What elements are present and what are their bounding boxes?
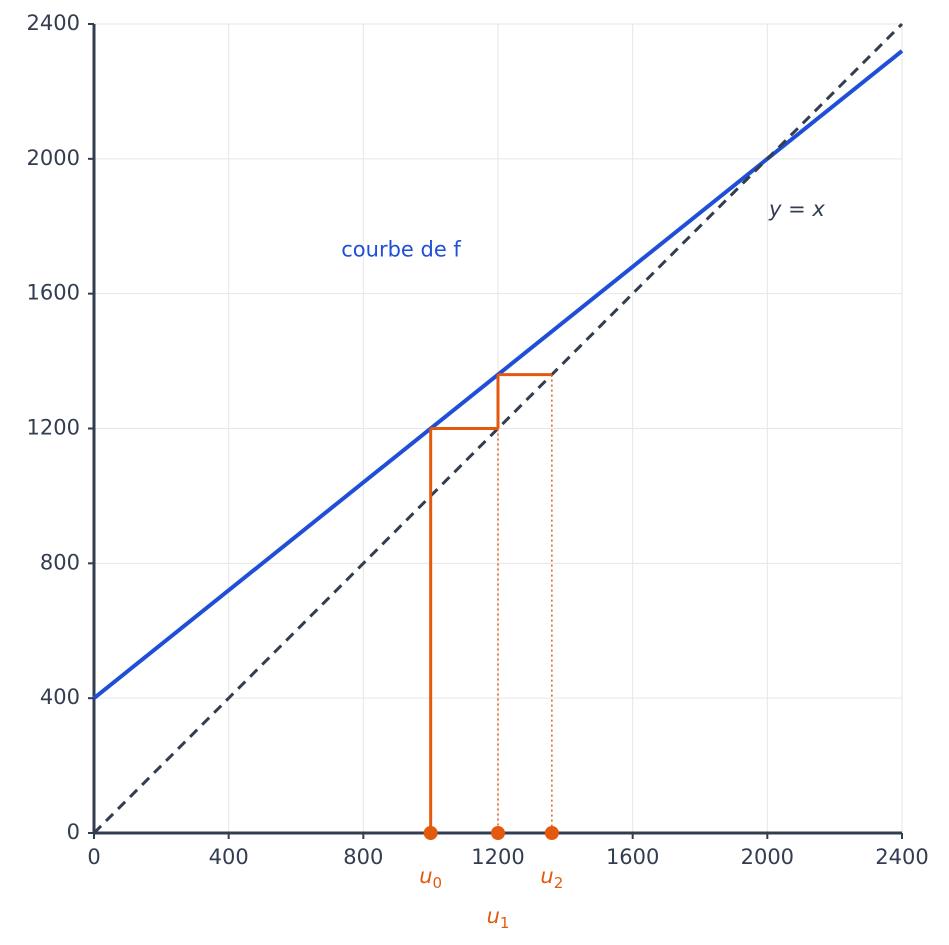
y-tick-label: 0 bbox=[67, 820, 80, 844]
series-label: y = x bbox=[768, 197, 825, 221]
y-tick-label: 2000 bbox=[27, 146, 80, 170]
x-tick-label: 800 bbox=[343, 845, 383, 869]
x-tick-label: 2400 bbox=[875, 845, 928, 869]
x-tick-label: 1600 bbox=[606, 845, 659, 869]
y-tick-label: 2400 bbox=[27, 11, 80, 35]
y-tick-label: 400 bbox=[40, 685, 80, 709]
x-tick-label: 0 bbox=[87, 845, 100, 869]
sequence-point bbox=[544, 826, 559, 840]
sequence-label: u2 bbox=[540, 864, 563, 892]
sequence-symbol: u bbox=[540, 864, 553, 888]
sequence-point bbox=[423, 826, 438, 840]
sequence-subscript: 0 bbox=[433, 874, 443, 892]
sequence-label: u0 bbox=[419, 864, 442, 892]
y-tick-label: 1600 bbox=[27, 281, 80, 305]
series-line bbox=[92, 22, 904, 835]
sequence-label: u1 bbox=[487, 904, 510, 932]
sequence-symbol: u bbox=[487, 904, 500, 928]
x-tick-label: 400 bbox=[209, 845, 249, 869]
x-tick-label: 1200 bbox=[471, 845, 524, 869]
sequence-subscript: 1 bbox=[500, 914, 510, 932]
sequence-point bbox=[491, 826, 505, 840]
y-tick-label: 800 bbox=[40, 550, 80, 574]
x-tick-label: 2000 bbox=[741, 845, 794, 869]
sequence-symbol: u bbox=[419, 864, 432, 888]
y-tick-label: 1200 bbox=[27, 416, 80, 440]
sequence-subscript: 2 bbox=[554, 874, 564, 892]
series-label: courbe de f bbox=[341, 238, 461, 262]
